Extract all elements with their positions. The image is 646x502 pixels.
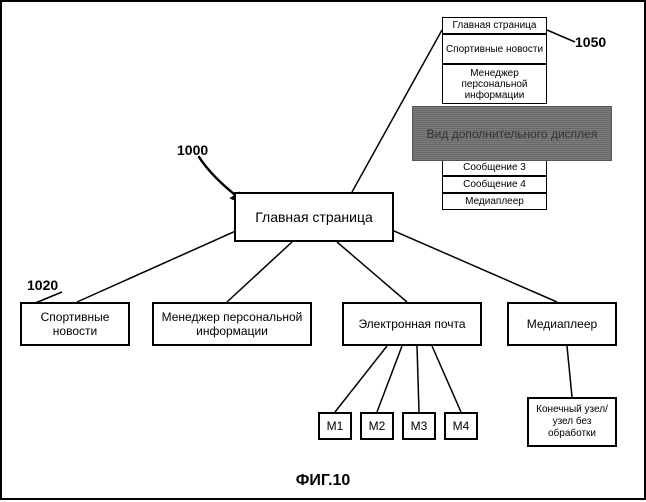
m2-node: M2 [360, 412, 394, 440]
ref-1020: 1020 [27, 277, 58, 293]
ref-1000: 1000 [177, 142, 208, 158]
email-label: Электронная почта [358, 317, 465, 331]
pim-node: Менеджер персональной информации [152, 302, 312, 346]
sports-node: Спортивные новости [20, 302, 130, 346]
m1-label: M1 [327, 419, 344, 433]
pim-label: Менеджер персональной информации [158, 310, 306, 339]
leaf-node: Конечный узел/ узел без обработки [527, 397, 617, 447]
sports-label: Спортивные новости [26, 310, 124, 339]
ref-1050: 1050 [575, 34, 606, 50]
menu-sports: Спортивные новости [442, 34, 547, 64]
menu-player: Медиаплеер [442, 193, 547, 210]
menu-msg4: Сообщение 4 [442, 176, 547, 193]
menu-pim: Менеджер персональной информации [442, 64, 547, 104]
secondary-display: Вид дополнительного дисплея [412, 106, 612, 161]
menu-home: Главная страница [442, 17, 547, 34]
root-node: Главная страница [234, 192, 394, 242]
m2-label: M2 [369, 419, 386, 433]
m4-node: M4 [444, 412, 478, 440]
player-label: Медиаплеер [527, 317, 597, 331]
m1-node: M1 [318, 412, 352, 440]
secondary-display-label: Вид дополнительного дисплея [427, 127, 598, 141]
root-label: Главная страница [255, 209, 373, 226]
menu-msg3: Сообщение 3 [442, 159, 547, 176]
m3-node: M3 [402, 412, 436, 440]
figure-label: ФИГ.10 [296, 472, 350, 490]
m4-label: M4 [453, 419, 470, 433]
leaf-label: Конечный узел/ узел без обработки [533, 404, 611, 440]
player-node: Медиаплеер [507, 302, 617, 346]
m3-label: M3 [411, 419, 428, 433]
email-node: Электронная почта [342, 302, 482, 346]
